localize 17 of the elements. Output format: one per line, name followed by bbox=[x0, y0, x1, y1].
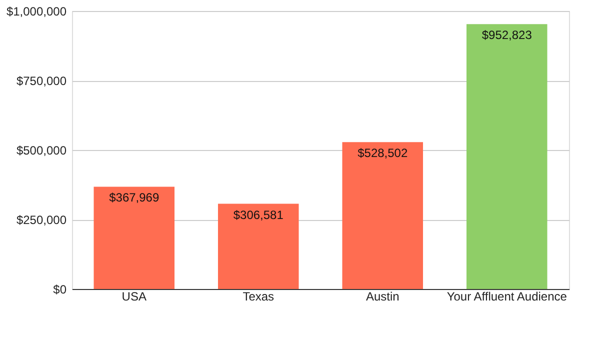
bar bbox=[342, 142, 424, 289]
x-tick-label: Austin bbox=[366, 290, 400, 304]
data-label: $367,969 bbox=[109, 190, 160, 205]
bar bbox=[218, 204, 299, 289]
data-label: $306,581 bbox=[233, 208, 284, 222]
y-tick-label: $750,000 bbox=[16, 74, 67, 88]
y-tick-label: $1,000,000 bbox=[6, 4, 67, 18]
y-tick-label: $0 bbox=[53, 282, 67, 296]
y-tick-label: $500,000 bbox=[16, 144, 67, 158]
x-tick-label: Texas bbox=[242, 290, 274, 304]
data-label: $952,823 bbox=[482, 28, 532, 42]
y-tick-label: $250,000 bbox=[16, 213, 67, 227]
data-label: $528,502 bbox=[358, 146, 408, 160]
bar bbox=[466, 24, 548, 289]
bar bbox=[94, 186, 175, 289]
x-tick-label: Your Affluent Audience bbox=[446, 290, 568, 304]
x-tick-label: USA bbox=[122, 290, 146, 304]
